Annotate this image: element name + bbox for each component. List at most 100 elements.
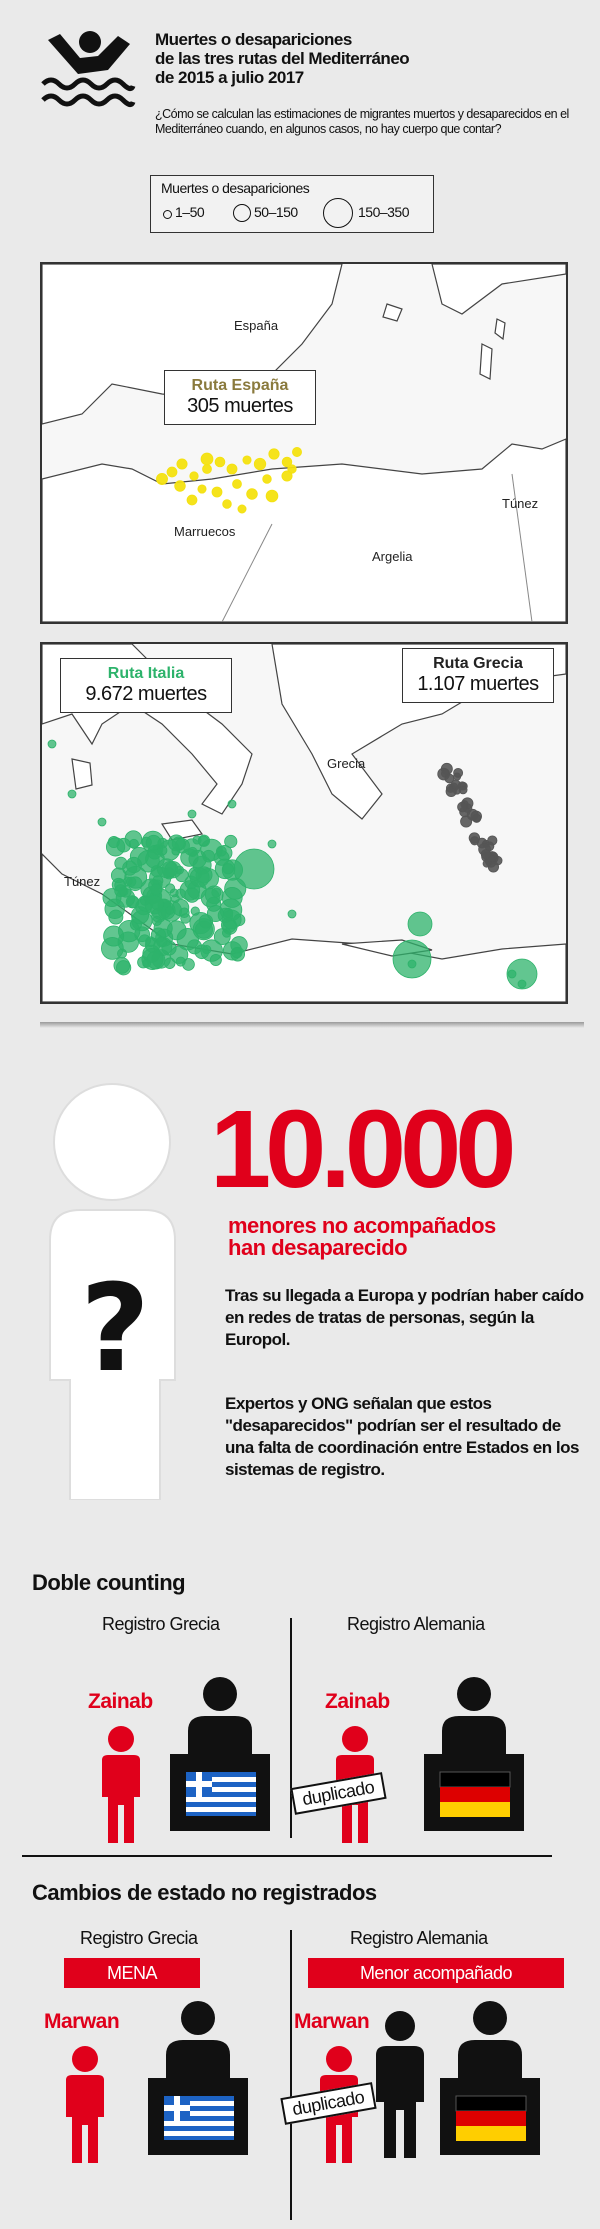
italy-route-dot — [215, 845, 227, 857]
greece-route-dot — [470, 836, 480, 846]
italy-route-dot — [144, 894, 165, 915]
title-line-1: Muertes o desapariciones — [155, 30, 352, 49]
italy-route-dot — [224, 834, 238, 849]
italy-route-dot — [165, 883, 176, 894]
deaths-spain: 305 muertes — [187, 395, 293, 417]
sc-officer-desk-greece-icon — [148, 2000, 248, 2155]
spain-route-dot — [156, 473, 168, 485]
greece-route-dot — [457, 801, 468, 813]
italy-route-dot — [175, 865, 184, 875]
italy-route-dot — [107, 836, 120, 849]
italy-route-dot — [187, 809, 197, 819]
callout-greece-route: Ruta Grecia 1.107 muertes — [402, 648, 554, 703]
italy-route-dot — [67, 789, 77, 799]
spain-route-dot — [202, 464, 212, 474]
officer-desk-icon — [170, 1676, 270, 1831]
status-changes-heading: Cambios de estado no registrados — [32, 1880, 377, 1905]
spain-route-dot — [237, 504, 247, 514]
italy-route-dot — [198, 835, 209, 847]
italy-route-dot — [213, 928, 231, 946]
legend-circle-medium — [233, 204, 251, 222]
italy-route-dot — [231, 947, 243, 959]
route-name-spain: Ruta España — [191, 377, 289, 394]
callout-spain-route: Ruta España 305 muertes — [164, 370, 316, 425]
map-label-morocco: Marruecos — [174, 524, 236, 539]
italy-route-dot — [145, 834, 162, 851]
spain-route-dot — [246, 488, 258, 500]
legend-title: Muertes o desapariciones — [161, 180, 310, 196]
legend-circle-large — [323, 198, 353, 228]
spain-route-dot — [197, 484, 207, 494]
spain-route-dot — [232, 479, 242, 489]
page-subtitle: ¿Cómo se calculan las estimaciones de mi… — [155, 107, 569, 136]
sc-registry-greece: Registro Grecia — [80, 1928, 198, 1948]
germany-flag-icon — [439, 1771, 511, 1817]
greece-route-dot — [458, 785, 468, 795]
minors-paragraph-1: Tras su llegada a Europa y podrían haber… — [225, 1286, 584, 1349]
sc-tag-mena: MENA — [64, 1958, 200, 1988]
spain-route-dot — [174, 480, 186, 492]
adult-companion-icon — [370, 2010, 430, 2160]
italy-route-dot — [113, 957, 131, 974]
italy-route-dot — [287, 909, 297, 919]
minors-headline-line1: menores no acompañados — [228, 1213, 496, 1238]
italy-route-dot — [222, 863, 234, 875]
missing-child-icon: ? — [30, 1080, 180, 1501]
officer-desk-icon-germany — [424, 1676, 524, 1831]
spain-route-dot — [211, 486, 223, 498]
sc-officer-desk-germany-icon — [440, 2000, 540, 2155]
sc-name-right: Marwan — [294, 2010, 370, 2033]
italy-route-dot — [108, 909, 124, 925]
sc-tag-accompanied: Menor acompañado — [308, 1958, 564, 1988]
italy-route-dot — [156, 858, 177, 879]
minors-headline: menores no acompañados han desaparecido — [228, 1215, 568, 1259]
italy-route-dot — [192, 918, 215, 941]
legend-circle-small — [163, 210, 172, 219]
dc-registry-greece: Registro Grecia — [102, 1614, 220, 1634]
germany-flag-icon-2 — [455, 2095, 527, 2141]
greece-route-dot — [450, 779, 461, 790]
double-counting-heading: Doble counting — [32, 1570, 186, 1595]
section-divider — [22, 1855, 552, 1857]
legend-label-large: 150–350 — [358, 204, 410, 220]
map-east-land — [42, 644, 566, 1002]
map-label-tunisia-west: Túnez — [502, 496, 539, 511]
deaths-italy: 9.672 muertes — [85, 683, 207, 705]
map-label-spain: España — [234, 318, 279, 333]
map-label-algeria: Argelia — [372, 549, 413, 564]
italy-route-dot — [129, 846, 149, 866]
italy-route-dot — [180, 913, 191, 924]
dc-registry-germany: Registro Alemania — [347, 1614, 485, 1634]
spain-route-dot — [226, 463, 238, 475]
greece-route-dot — [453, 767, 464, 778]
italy-route-dot-large — [392, 939, 432, 979]
greece-route-dot — [466, 808, 479, 821]
italy-route-dot — [141, 947, 164, 970]
map-west-land — [42, 264, 566, 622]
spain-route-dot — [189, 471, 199, 481]
italy-route-dot — [190, 906, 200, 916]
minors-paragraph-2: Expertos y ONG señalan que estos "desapa… — [225, 1394, 579, 1479]
minors-headline-line2: han desaparecido — [228, 1235, 408, 1260]
sc-divider — [290, 1930, 292, 2220]
map-shadow — [40, 1022, 584, 1028]
italy-route-dot — [176, 928, 199, 951]
italy-route-dot — [170, 894, 180, 904]
sc-child-figure-icon — [60, 2045, 110, 2165]
sc-registry-germany: Registro Alemania — [350, 1928, 488, 1948]
italy-route-dot-large — [407, 911, 433, 937]
spain-route-dot — [242, 455, 252, 465]
legend-label-medium: 50–150 — [254, 204, 298, 220]
dc-name-left: Zainab — [88, 1690, 153, 1713]
map-label-greece: Grecia — [327, 756, 366, 771]
greece-flag-icon — [186, 1772, 256, 1816]
size-legend: Muertes o desapariciones 1–50 50–150 150… — [150, 175, 434, 233]
spain-route-dot — [268, 448, 280, 460]
greece-route-dot — [482, 859, 491, 868]
italy-route-dot — [167, 834, 185, 852]
italy-route-dot — [227, 799, 237, 809]
callout-italy-route: Ruta Italia 9.672 muertes — [60, 658, 232, 713]
italy-route-dot-large — [233, 848, 275, 890]
deaths-greece: 1.107 muertes — [417, 673, 539, 695]
spain-route-dot — [176, 458, 188, 470]
